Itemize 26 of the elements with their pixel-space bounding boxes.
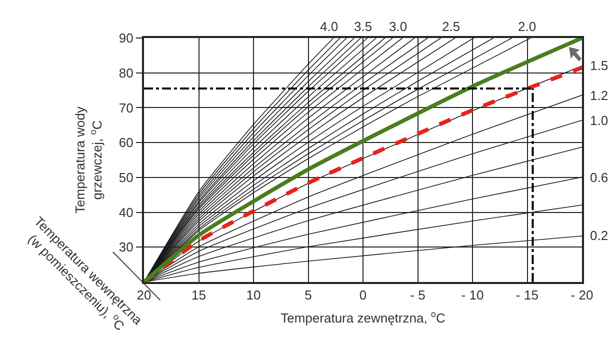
annotation: 1.0 xyxy=(590,113,608,128)
annotation: 3.0 xyxy=(389,19,408,34)
x-tick-label: 0 xyxy=(359,288,367,303)
x-tick-label: - 15 xyxy=(516,288,538,303)
x-tick-label: 5 xyxy=(304,288,312,303)
annotation: 2.5 xyxy=(442,19,460,34)
x-tick-label: - 10 xyxy=(461,288,484,303)
annotation: 4.0 xyxy=(320,19,338,34)
y-tick-label: 70 xyxy=(118,100,134,116)
annotation: 1.5 xyxy=(590,58,608,73)
y-tick-label: 30 xyxy=(118,240,134,255)
annotation: 3.5 xyxy=(354,19,372,34)
x-tick-label: - 20 xyxy=(570,288,594,303)
x-tick-label: 15 xyxy=(192,288,206,303)
annotation: 0.2 xyxy=(590,228,608,243)
x-tick-label: - 5 xyxy=(410,288,426,303)
x-tick-label: 10 xyxy=(246,288,261,303)
y-tick-label: 80 xyxy=(118,65,134,80)
y-tick-label: 90 xyxy=(118,30,134,46)
y-tick-label: 50 xyxy=(118,170,134,185)
x-axis-title: Temperatura zewnętrzna, $^{o}$C xyxy=(280,309,446,326)
annotation: 0.6 xyxy=(590,170,608,185)
annotation: 1.2 xyxy=(590,88,608,103)
annotation: 2.0 xyxy=(518,19,536,34)
y-tick-label: 60 xyxy=(118,135,134,150)
y-tick-label: 40 xyxy=(118,204,134,220)
